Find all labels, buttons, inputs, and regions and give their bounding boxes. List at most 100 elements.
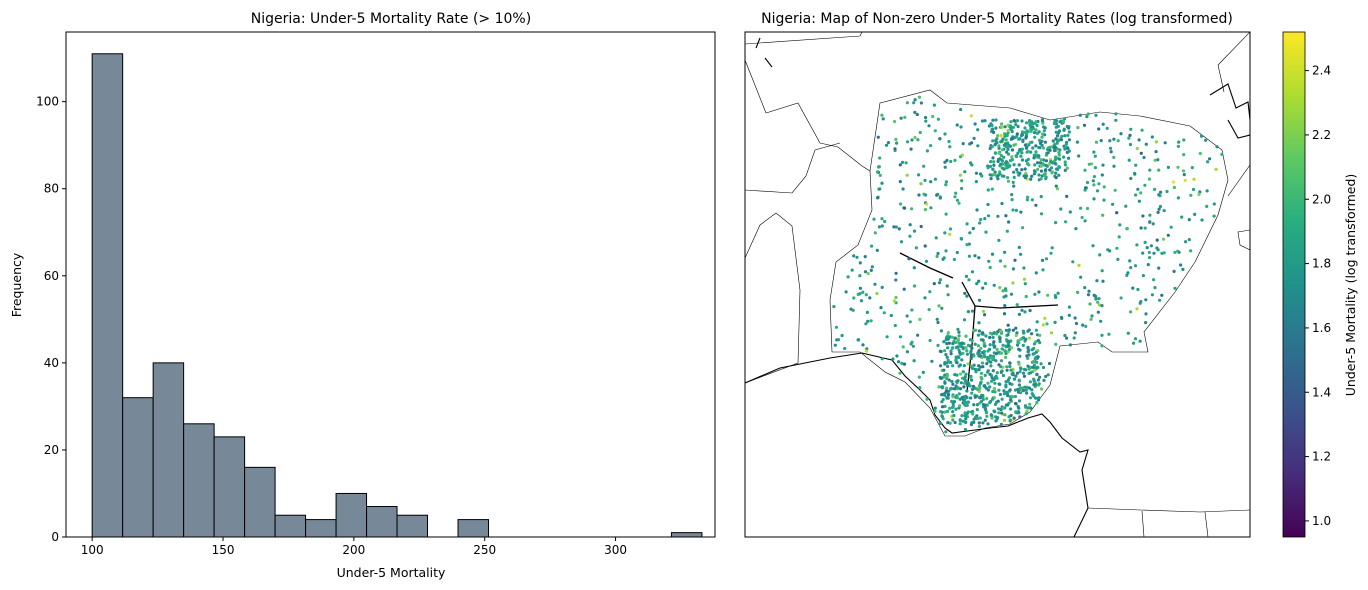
map-data-point <box>905 173 909 177</box>
map-data-point <box>1023 385 1027 389</box>
map-data-point <box>1046 293 1050 297</box>
map-data-point <box>970 270 975 274</box>
map-data-point <box>1012 175 1016 179</box>
map-data-point <box>880 217 884 221</box>
map-data-point <box>1011 328 1015 332</box>
map-data-point <box>1040 258 1045 262</box>
map-data-point <box>1095 189 1100 193</box>
map-data-point <box>1029 129 1033 133</box>
map-data-point <box>1101 122 1105 126</box>
map-data-point <box>1026 356 1030 360</box>
map-data-point <box>991 139 995 143</box>
map-data-point <box>1038 138 1042 142</box>
map-data-point <box>899 202 903 206</box>
map-data-point <box>1036 349 1040 353</box>
map-data-point <box>940 400 944 404</box>
map-data-point <box>1000 148 1004 152</box>
map-data-point <box>976 128 980 132</box>
map-data-point <box>1060 316 1064 320</box>
map-data-point <box>967 254 972 258</box>
map-data-point <box>1036 378 1040 382</box>
map-data-point <box>998 392 1003 397</box>
map-data-point <box>1153 187 1157 191</box>
map-data-point <box>1013 258 1017 262</box>
map-data-point <box>1011 281 1015 285</box>
map-data-point <box>1022 374 1026 378</box>
map-data-point <box>1075 140 1079 144</box>
map-data-point <box>946 334 950 338</box>
map-data-point <box>1044 177 1048 181</box>
map-data-point <box>959 107 963 112</box>
map-title: Nigeria: Map of Non-zero Under-5 Mortali… <box>761 11 1233 27</box>
map-data-point <box>948 145 952 149</box>
map-data-point <box>1000 125 1004 129</box>
map-data-point <box>944 183 948 187</box>
histogram-y-label: Frequency <box>9 252 24 317</box>
map-data-point <box>1017 379 1021 383</box>
map-data-point <box>877 165 881 169</box>
map-data-point <box>1059 138 1063 142</box>
map-data-point <box>1011 180 1015 184</box>
map-data-point <box>852 254 856 258</box>
map-data-point <box>1029 406 1033 410</box>
map-data-point <box>989 177 993 181</box>
map-data-point <box>1190 166 1194 170</box>
map-data-point <box>960 153 965 157</box>
map-data-point <box>977 349 981 353</box>
map-data-point <box>1015 168 1019 172</box>
map-data-point <box>863 270 868 274</box>
map-data-point <box>893 323 897 328</box>
map-data-point <box>1155 238 1159 242</box>
map-data-point <box>984 230 988 234</box>
map-data-point <box>953 373 957 377</box>
map-data-point <box>1016 125 1020 129</box>
map-data-point <box>991 397 995 401</box>
map-data-point <box>1002 312 1007 316</box>
map-data-point <box>1177 140 1181 144</box>
map-data-point <box>933 406 937 410</box>
map-data-point <box>939 364 943 368</box>
map-data-point <box>973 367 977 371</box>
map-data-point <box>1053 320 1057 324</box>
histogram-x-ticks: 100 150 200 250 300 <box>81 537 627 557</box>
map-data-point <box>919 101 924 105</box>
map-data-point <box>923 178 927 182</box>
map-data-point <box>1119 296 1123 300</box>
map-data-point <box>1017 341 1021 345</box>
map-data-point <box>960 358 964 362</box>
map-data-point <box>903 115 907 119</box>
map-data-point <box>1100 173 1104 177</box>
map-data-point <box>1032 383 1036 387</box>
map-data-point <box>1092 197 1096 201</box>
map-data-point <box>1009 292 1014 296</box>
map-data-point <box>951 402 955 406</box>
map-data-point <box>988 343 992 347</box>
map-data-point <box>1187 238 1191 242</box>
map-data-point <box>946 293 950 297</box>
map-data-point <box>962 385 966 389</box>
map-data-point <box>928 290 932 294</box>
map-data-point <box>1037 396 1041 400</box>
map-data-point <box>868 296 872 300</box>
map-data-point <box>916 333 920 337</box>
map-data-point <box>1011 208 1015 212</box>
map-data-point <box>962 364 966 368</box>
map-data-point <box>901 345 905 349</box>
map-data-point <box>1034 150 1038 154</box>
map-data-point <box>975 408 979 412</box>
map-data-point <box>996 134 1000 138</box>
map-data-point <box>1007 401 1011 405</box>
map-data-point <box>1009 398 1013 402</box>
map-data-point <box>952 387 956 391</box>
map-data-point <box>971 226 975 231</box>
map-data-point <box>1041 323 1045 327</box>
map-data-point <box>1012 170 1016 174</box>
map-data-point <box>976 344 981 348</box>
map-data-point <box>1004 380 1008 384</box>
map-data-point <box>950 399 954 403</box>
map-data-point <box>1073 331 1077 335</box>
y-tick-label: 20 <box>44 443 59 457</box>
map-data-point <box>1015 154 1019 159</box>
map-data-point <box>880 285 884 289</box>
map-data-point <box>895 141 899 145</box>
